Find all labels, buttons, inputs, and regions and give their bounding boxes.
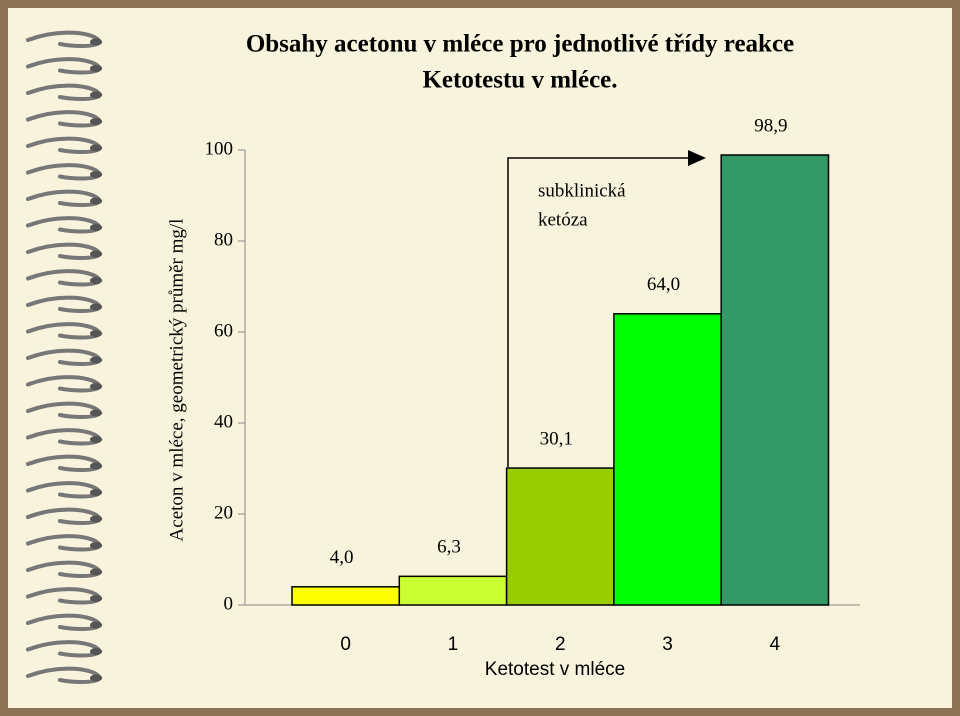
- spiral-hole: [90, 436, 102, 443]
- chart-title: Obsahy acetonu v mléce pro jednotlivé tř…: [246, 31, 794, 58]
- spiral-hole: [90, 383, 102, 390]
- y-tick-label: 0: [224, 593, 234, 614]
- value-label: 64,0: [647, 274, 680, 295]
- value-label: 4,0: [330, 547, 354, 568]
- spiral-hole: [90, 330, 102, 337]
- spiral-hole: [90, 409, 102, 417]
- x-tick-label: 2: [555, 634, 566, 655]
- spiral-hole: [90, 91, 102, 99]
- bar: [505, 467, 615, 606]
- value-label: 30,1: [540, 428, 573, 449]
- chart-title: Ketotestu v mléce.: [422, 67, 617, 94]
- spiral-hole: [90, 674, 102, 682]
- x-axis-label: Ketotest v mléce: [485, 659, 625, 680]
- spiral-hole: [90, 303, 102, 311]
- spiral-hole: [90, 356, 102, 364]
- spiral-hole: [90, 144, 102, 152]
- y-axis-label: Aceton v mléce, geometrický průměr mg/l: [166, 219, 187, 542]
- spiral-hole: [90, 118, 102, 125]
- value-label: 6,3: [437, 537, 461, 558]
- x-tick-label: 3: [662, 634, 673, 655]
- notebook-spirals: [26, 30, 103, 684]
- spiral-hole: [90, 250, 102, 258]
- y-tick-label: 60: [214, 320, 233, 341]
- bar: [613, 313, 722, 606]
- annotation: ketóza: [538, 209, 588, 230]
- spiral-hole: [90, 648, 102, 655]
- spiral-hole: [90, 171, 102, 178]
- spiral-hole: [90, 277, 102, 284]
- annotation: subklinická: [538, 180, 626, 201]
- bar: [291, 586, 401, 606]
- x-tick-label: 0: [340, 634, 351, 655]
- x-tick-label: 4: [770, 634, 781, 655]
- spiral-hole: [90, 224, 102, 231]
- x-tick-label: 1: [448, 634, 459, 655]
- y-tick-label: 100: [205, 138, 234, 159]
- bar: [720, 154, 830, 606]
- y-tick-label: 20: [214, 502, 233, 523]
- arrow-head: [688, 150, 706, 166]
- spiral-hole: [90, 621, 102, 629]
- spiral-hole: [90, 38, 102, 46]
- spiral-hole: [90, 462, 102, 470]
- spiral-hole: [90, 515, 102, 523]
- spiral-hole: [90, 489, 102, 496]
- spiral-hole: [90, 65, 102, 72]
- spiral-hole: [90, 568, 102, 576]
- spiral-hole: [90, 595, 102, 602]
- spiral-hole: [90, 542, 102, 549]
- value-label: 98,9: [754, 115, 787, 136]
- annotation-arrow: [507, 157, 690, 467]
- y-tick-label: 80: [214, 229, 233, 250]
- y-tick-label: 40: [214, 411, 233, 432]
- spiral-hole: [90, 197, 102, 205]
- bar: [398, 575, 508, 606]
